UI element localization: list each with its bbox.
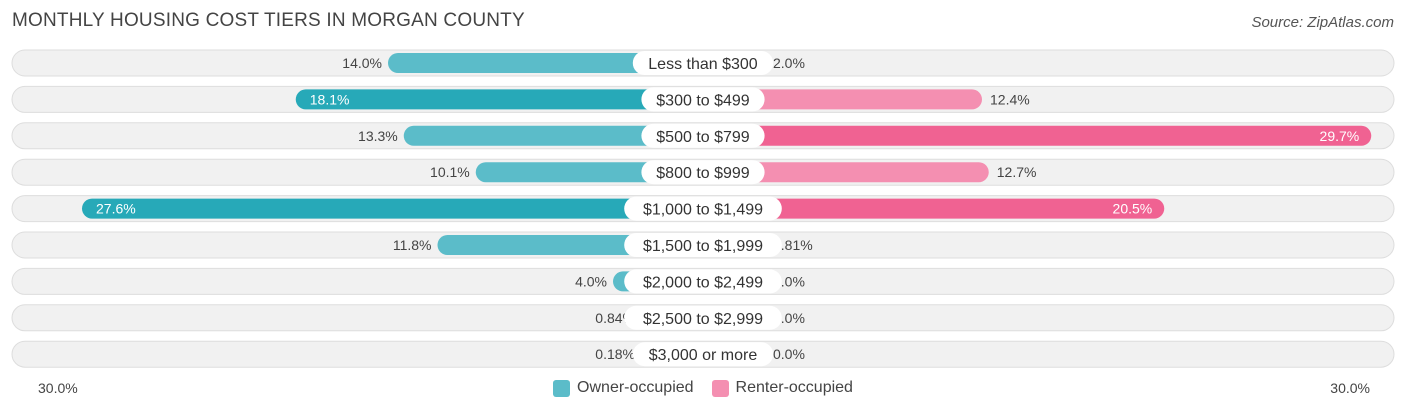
data-label-owner: 4.0%	[575, 273, 607, 289]
category-pill	[641, 160, 765, 185]
data-label-renter: 20.5%	[1113, 201, 1153, 217]
category-pill	[641, 123, 765, 148]
data-label-renter: 29.7%	[1320, 128, 1360, 144]
category-pill	[624, 269, 782, 294]
data-label-renter: 12.4%	[990, 91, 1030, 107]
bar-renter	[703, 162, 989, 183]
legend-item-owner: Owner-occupied	[553, 379, 694, 397]
legend-item-renter: Renter-occupied	[711, 379, 853, 397]
category-pill	[641, 87, 765, 112]
axis-left-label: 30.0%	[38, 380, 78, 396]
data-label-renter: 2.0%	[773, 55, 805, 71]
legend-swatch-owner	[553, 379, 571, 397]
category-label: $1,500 to $1,999	[643, 238, 763, 255]
category-label: $800 to $999	[656, 165, 750, 182]
data-label-owner: 0.18%	[595, 346, 635, 362]
category-pill	[624, 196, 782, 221]
legend-label-owner: Owner-occupied	[577, 379, 694, 396]
bar-owner	[295, 89, 703, 110]
data-label-owner: 18.1%	[310, 91, 350, 107]
bar-owner	[403, 125, 703, 146]
data-label-owner: 10.1%	[430, 164, 470, 180]
data-label-owner: 13.3%	[358, 128, 398, 144]
data-label-owner: 11.8%	[393, 237, 432, 253]
legend-swatch-renter	[711, 379, 729, 397]
category-pill	[624, 233, 782, 257]
legend-label-renter: Renter-occupied	[735, 379, 853, 396]
category-label: Less than $300	[648, 56, 758, 73]
category-label: $300 to $499	[656, 92, 750, 109]
category-pill	[632, 51, 774, 75]
data-label-renter: 0.0%	[773, 346, 805, 362]
data-label-owner: 27.6%	[96, 201, 136, 217]
category-label: $1,000 to $1,499	[643, 202, 763, 219]
category-label: $2,000 to $2,499	[643, 274, 763, 291]
axis-right-label: 30.0%	[1330, 380, 1370, 396]
bar-renter	[703, 125, 1372, 146]
data-label-renter: 0.81%	[773, 237, 813, 253]
chart-plot: 14.0% 2.0% Less than $300 18.1% 12.4% $300 to…	[11, 49, 1395, 368]
category-label: $500 to $799	[656, 129, 750, 146]
category-label: $2,500 to $2,999	[643, 311, 763, 328]
category-pill	[632, 342, 774, 367]
category-label: $3,000 or more	[649, 347, 758, 364]
bar-renter	[703, 89, 982, 110]
data-label-owner: 14.0%	[342, 55, 382, 71]
bar-renter	[703, 198, 1165, 219]
chart-source: Source: ZipAtlas.com	[1251, 14, 1394, 31]
bar-owner	[388, 53, 703, 73]
data-label-renter: 12.7%	[997, 164, 1037, 180]
chart-legend: Owner-occupied Renter-occupied	[0, 379, 1406, 397]
category-pill	[624, 305, 782, 330]
chart-title: MONTHLY HOUSING COST TIERS IN MORGAN COU…	[12, 10, 525, 31]
bar-owner	[82, 198, 703, 219]
